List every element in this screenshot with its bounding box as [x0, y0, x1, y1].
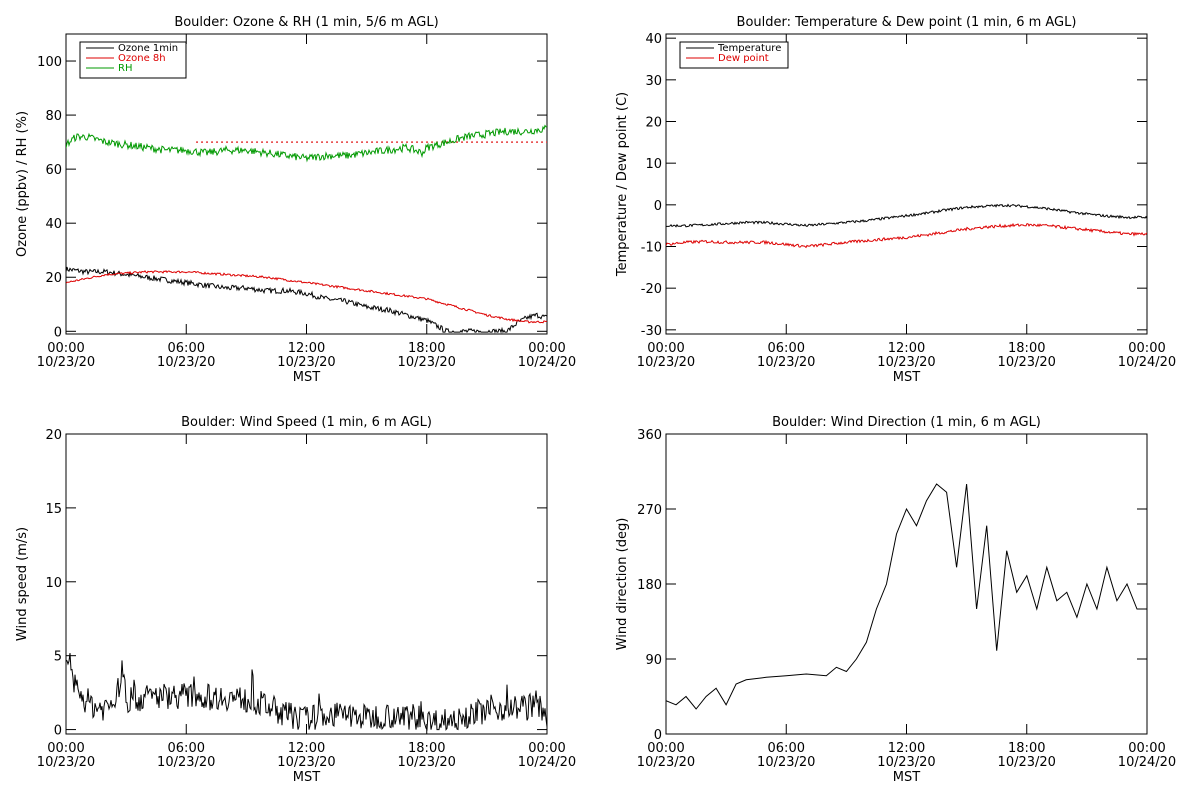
- panel-1-series-line-2: [66, 270, 547, 324]
- panel-3-title: Boulder: Wind Speed (1 min, 6 m AGL): [181, 415, 432, 430]
- panel-3-xtick-date: 10/23/20: [157, 755, 215, 770]
- panel-2-axes-frame: [665, 33, 1148, 335]
- panel-3-xtick-time: 12:00: [288, 741, 325, 756]
- panel-2-xtick-time: 00:00: [647, 341, 684, 356]
- panel-1-xlabel: MST: [293, 370, 320, 385]
- panel-1-series-line-1: [66, 266, 547, 334]
- panel-2-xtick-date: 10/23/20: [757, 355, 815, 370]
- panel-3-xtick-time: 00:00: [528, 741, 565, 756]
- panel-1-xtick-date: 10/23/20: [277, 355, 335, 370]
- panel-4-axes-frame: [665, 433, 1148, 735]
- panel-1-xtick-time: 12:00: [288, 341, 325, 356]
- panel-3-series-line-1: [66, 652, 547, 732]
- panel-4-xtick-time: 12:00: [888, 741, 925, 756]
- panel-2-legend-label: Dew point: [718, 53, 769, 64]
- panel-4-ytick-label: 270: [637, 503, 662, 518]
- panel-1-legend-box: [79, 41, 187, 79]
- panel-3-xtick-date: 10/23/20: [37, 755, 95, 770]
- panel-2-xtick-date: 10/24/20: [1118, 355, 1176, 370]
- panel-1-legend-label: Ozone 8h: [118, 53, 166, 64]
- panel-4-xtick-date: 10/23/20: [877, 755, 935, 770]
- panel-3-xtick-time: 00:00: [47, 741, 84, 756]
- panel-2-title: Boulder: Temperature & Dew point (1 min,…: [737, 15, 1077, 30]
- panel-4-xlabel: MST: [893, 770, 920, 785]
- panel-1-series-line-3: [66, 124, 547, 163]
- panel-1-xtick-time: 06:00: [168, 341, 205, 356]
- panel-4-ytick-label: 180: [637, 578, 662, 593]
- panel-2-xtick-date: 10/23/20: [877, 355, 935, 370]
- panel-2-ytick-label: 10: [645, 157, 662, 172]
- panel-4-xtick-date: 10/23/20: [637, 755, 695, 770]
- panel-4-ytick-label: 0: [654, 728, 662, 743]
- panel-3-ytick-label: 10: [45, 576, 62, 591]
- panel-2-ytick-label: -10: [641, 241, 662, 256]
- panel-3-xtick-time: 18:00: [408, 741, 445, 756]
- panel-2-xtick-date: 10/23/20: [637, 355, 695, 370]
- panel-3-ytick-label: 15: [45, 502, 62, 517]
- panel-1-axes-frame: [65, 33, 548, 335]
- panel-2-xtick-time: 00:00: [1128, 341, 1165, 356]
- panel-2-legend-box: [679, 41, 789, 69]
- panel-1-xtick-date: 10/23/20: [37, 355, 95, 370]
- panel-4-xtick-time: 00:00: [647, 741, 684, 756]
- panel-4-xtick-time: 18:00: [1008, 741, 1045, 756]
- panel-2-xtick-time: 12:00: [888, 341, 925, 356]
- panel-1-ytick-label: 60: [45, 163, 62, 178]
- panel-1-legend-label: RH: [118, 63, 132, 74]
- panel-4-xtick-date: 10/23/20: [757, 755, 815, 770]
- panel-2-ytick-label: 0: [654, 199, 662, 214]
- panel-2-series-line-2: [666, 222, 1147, 249]
- panel-1-xtick-time: 18:00: [408, 341, 445, 356]
- panel-2-ytick-label: 30: [645, 74, 662, 89]
- panel-3-xlabel: MST: [293, 770, 320, 785]
- panel-2-ytick-label: 40: [645, 32, 662, 47]
- panel-1-xtick-date: 10/23/20: [398, 355, 456, 370]
- panel-1-legend-label: Ozone 1min: [118, 43, 178, 54]
- panel-3-ylabel: Wind speed (m/s): [15, 527, 30, 641]
- panel-2-xtick-date: 10/23/20: [998, 355, 1056, 370]
- panel-1-xtick-date: 10/24/20: [518, 355, 576, 370]
- panel-4-xtick-time: 06:00: [768, 741, 805, 756]
- panel-2-series-line-1: [666, 203, 1147, 228]
- panel-1-xtick-time: 00:00: [528, 341, 565, 356]
- panel-1-ylabel: Ozone (ppbv) / RH (%): [15, 111, 30, 257]
- panel-4-ytick-label: 360: [637, 428, 662, 443]
- panel-1-ytick-label: 40: [45, 217, 62, 232]
- panel-3-ytick-label: 5: [54, 650, 62, 665]
- panel-1-xtick-time: 00:00: [47, 341, 84, 356]
- panel-3-xtick-time: 06:00: [168, 741, 205, 756]
- panel-4-ylabel: Wind direction (deg): [615, 518, 630, 651]
- panel-2-ytick-label: -30: [641, 324, 662, 339]
- panel-2-xtick-time: 06:00: [768, 341, 805, 356]
- panel-1-ytick-label: 100: [37, 55, 62, 70]
- panel-4-xtick-date: 10/24/20: [1118, 755, 1176, 770]
- panel-2-legend-label: Temperature: [717, 43, 781, 54]
- panel-4-ytick-label: 90: [645, 653, 662, 668]
- panel-3-xtick-date: 10/23/20: [277, 755, 335, 770]
- panel-2-xlabel: MST: [893, 370, 920, 385]
- panel-3-ytick-label: 20: [45, 428, 62, 443]
- panel-3-xtick-date: 10/23/20: [398, 755, 456, 770]
- panel-4-title: Boulder: Wind Direction (1 min, 6 m AGL): [772, 415, 1041, 430]
- panel-2-ytick-label: 20: [645, 116, 662, 131]
- panel-4-xtick-time: 00:00: [1128, 741, 1165, 756]
- panel-1-ytick-label: 20: [45, 271, 62, 286]
- panel-2-xtick-time: 18:00: [1008, 341, 1045, 356]
- panel-1-title: Boulder: Ozone & RH (1 min, 5/6 m AGL): [174, 15, 438, 30]
- panel-2-ytick-label: -20: [641, 282, 662, 297]
- panel-4-series-line-1: [666, 483, 1147, 710]
- panel-1-ytick-label: 0: [54, 325, 62, 340]
- panel-1-ytick-label: 80: [45, 109, 62, 124]
- panel-2-ylabel: Temperature / Dew point (C): [615, 92, 630, 277]
- panel-4-xtick-date: 10/23/20: [998, 755, 1056, 770]
- panel-3-xtick-date: 10/24/20: [518, 755, 576, 770]
- panel-3-axes-frame: [65, 433, 548, 735]
- panel-3-ytick-label: 0: [54, 724, 62, 739]
- panel-1-xtick-date: 10/23/20: [157, 355, 215, 370]
